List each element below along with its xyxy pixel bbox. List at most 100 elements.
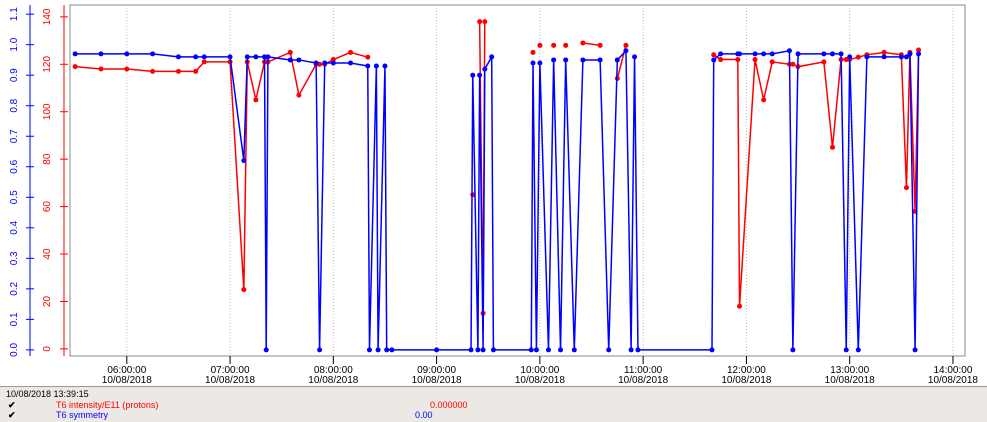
legend-value: 0.000000 bbox=[430, 400, 468, 410]
data-point bbox=[623, 48, 629, 54]
data-point bbox=[752, 51, 758, 57]
data-point bbox=[563, 57, 569, 63]
data-point bbox=[795, 51, 801, 57]
data-point bbox=[709, 347, 715, 353]
x-tick-label: 09:00:00 bbox=[417, 365, 456, 376]
y-tick-label: 1.0 bbox=[9, 37, 20, 51]
x-tick-label: 06:00:00 bbox=[107, 365, 146, 376]
data-point bbox=[330, 57, 336, 63]
data-point bbox=[287, 57, 293, 63]
data-point bbox=[838, 51, 844, 57]
data-point bbox=[263, 347, 269, 353]
data-point bbox=[821, 59, 827, 65]
y2-tick-label: 60 bbox=[42, 201, 53, 213]
data-point bbox=[482, 66, 488, 72]
data-point bbox=[632, 54, 638, 60]
data-point bbox=[916, 51, 922, 57]
data-point bbox=[193, 54, 199, 60]
data-point bbox=[537, 60, 543, 66]
data-point bbox=[769, 51, 775, 57]
data-point bbox=[384, 347, 390, 353]
chart: 0.0 0.1 0.2 0.3 0.4 0.5 0.6 0.7 0.8 0.9 1.0 1.1 0 20 4… bbox=[9, 4, 978, 386]
data-point bbox=[265, 54, 271, 60]
data-point bbox=[241, 287, 247, 293]
x-tick-date: 10/08/2018 bbox=[928, 375, 978, 386]
data-point bbox=[389, 347, 395, 353]
legend-entry: T6 intensity/E11 (protons) bbox=[56, 400, 159, 410]
y2-tick-label: 20 bbox=[42, 295, 53, 307]
data-point bbox=[752, 57, 758, 63]
data-point bbox=[175, 54, 181, 60]
data-point bbox=[322, 60, 328, 66]
checkbox[interactable]: ✔ bbox=[8, 400, 16, 410]
data-point bbox=[907, 51, 913, 57]
cursor-time: 10/08/2018 13:39:15 bbox=[6, 389, 89, 399]
checkbox[interactable]: ✔ bbox=[8, 410, 16, 420]
legend-value: 0.00 bbox=[415, 410, 433, 420]
legend-entry: T6 symmetry bbox=[56, 410, 109, 420]
data-point bbox=[470, 72, 476, 78]
data-point bbox=[881, 54, 887, 60]
data-point bbox=[124, 51, 130, 57]
data-point bbox=[201, 59, 207, 65]
x-tick-date: 10/08/2018 bbox=[412, 375, 462, 386]
data-point bbox=[843, 347, 849, 353]
y-tick-label: 0.0 bbox=[9, 343, 20, 357]
x-tick-label: 07:00:00 bbox=[211, 365, 250, 376]
data-point bbox=[628, 347, 634, 353]
series-line bbox=[75, 51, 368, 290]
data-point bbox=[558, 347, 564, 353]
data-point bbox=[623, 42, 629, 48]
x-tick-date: 10/08/2018 bbox=[205, 375, 255, 386]
y-tick-label: 1.1 bbox=[9, 7, 20, 21]
data-point bbox=[718, 51, 724, 57]
y-tick-label: 0.5 bbox=[9, 190, 20, 204]
data-point bbox=[375, 347, 381, 353]
data-point bbox=[551, 42, 557, 48]
data-point bbox=[241, 158, 247, 164]
data-point bbox=[912, 347, 918, 353]
data-point bbox=[735, 57, 741, 63]
data-point bbox=[711, 52, 717, 58]
x-tick-label: 08:00:00 bbox=[314, 365, 353, 376]
y-tick-label: 0.7 bbox=[9, 129, 20, 143]
data-point bbox=[737, 303, 743, 309]
x-tick-date: 10/08/2018 bbox=[515, 375, 565, 386]
x-tick-label: 14:00:00 bbox=[933, 365, 972, 376]
plot-frame bbox=[69, 4, 966, 357]
data-point bbox=[489, 54, 495, 60]
data-point bbox=[533, 347, 539, 353]
data-point bbox=[737, 51, 743, 57]
data-point bbox=[711, 57, 717, 63]
y-tick-label: 0.9 bbox=[9, 68, 20, 82]
data-point bbox=[916, 47, 922, 53]
data-point bbox=[330, 60, 336, 66]
data-point bbox=[829, 144, 835, 150]
x-tick-date: 10/08/2018 bbox=[825, 375, 875, 386]
data-point bbox=[317, 347, 323, 353]
data-point bbox=[490, 347, 496, 353]
data-point bbox=[72, 51, 78, 57]
data-point bbox=[253, 97, 259, 103]
data-point bbox=[718, 57, 724, 63]
y2-tick-label: 40 bbox=[42, 248, 53, 260]
data-point bbox=[366, 347, 372, 353]
x-tick-label: 11:00:00 bbox=[624, 365, 663, 376]
y2-tick-label: 80 bbox=[42, 153, 53, 165]
data-point bbox=[829, 51, 835, 57]
data-point bbox=[614, 57, 620, 63]
data-point bbox=[124, 66, 130, 72]
data-point bbox=[790, 347, 796, 353]
data-point bbox=[348, 49, 354, 55]
y2-tick-label: 120 bbox=[42, 56, 53, 73]
data-point bbox=[150, 51, 156, 57]
data-point bbox=[201, 54, 207, 60]
y2-tick-label: 140 bbox=[42, 8, 53, 25]
data-point bbox=[530, 60, 536, 66]
data-point bbox=[480, 347, 486, 353]
y-tick-label: 0.6 bbox=[9, 159, 20, 173]
y2-tick-label: 100 bbox=[42, 103, 53, 120]
data-point bbox=[98, 51, 104, 57]
data-point bbox=[898, 54, 904, 60]
